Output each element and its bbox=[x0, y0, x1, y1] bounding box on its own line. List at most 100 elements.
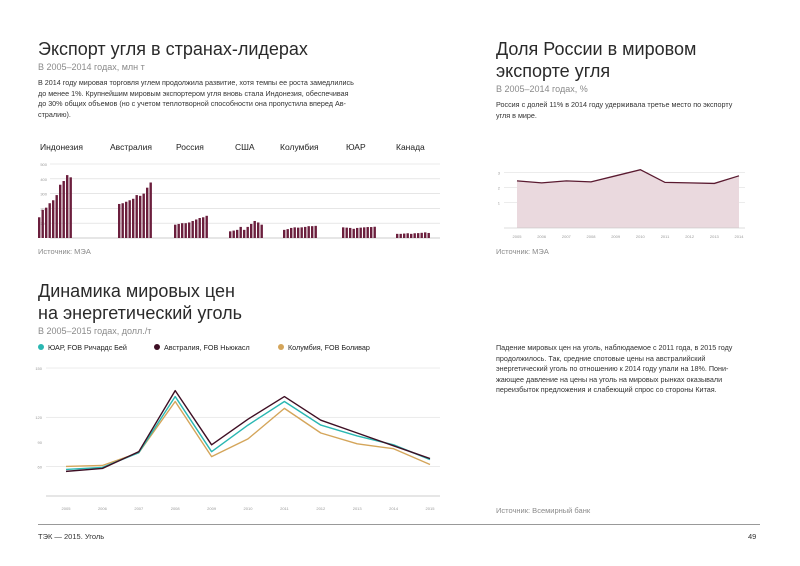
bar bbox=[342, 227, 345, 238]
russia-share-title-line1: Доля России в мировом bbox=[496, 39, 697, 59]
export-section: Экспорт угля в странах-лидерах В 2005–20… bbox=[38, 38, 443, 120]
x-tick-label: 2008 bbox=[587, 234, 597, 239]
bar bbox=[128, 200, 131, 238]
country-label: Австралия bbox=[110, 142, 152, 152]
y-tick-label: 500 bbox=[40, 162, 47, 167]
bar bbox=[345, 227, 348, 238]
y-tick-label: 200 bbox=[40, 206, 47, 211]
bar bbox=[349, 227, 352, 238]
bar bbox=[38, 217, 41, 238]
export-paragraph-line: до 30% общих объемов (но с учетом теплот… bbox=[38, 99, 346, 108]
bar bbox=[356, 227, 359, 238]
y-tick-label: 2 bbox=[498, 185, 501, 190]
bar bbox=[257, 222, 260, 238]
bar bbox=[370, 227, 373, 238]
series-line bbox=[65, 400, 431, 468]
y-tick-label: 300 bbox=[40, 192, 47, 197]
export-bar-chart: 100 200 300 400 500 bbox=[38, 162, 440, 239]
bar bbox=[118, 203, 121, 238]
y-tick-label: 100 bbox=[40, 221, 47, 226]
bar bbox=[243, 229, 246, 238]
prices-subtitle: В 2005–2015 годах, долл./т bbox=[38, 326, 152, 336]
bar bbox=[427, 232, 430, 238]
russia-share-section: Доля России в мировом экспорте угля В 20… bbox=[496, 38, 776, 121]
prices-paragraph-line: продолжилось. Так, средние спотовые цены… bbox=[496, 353, 706, 363]
bar bbox=[205, 215, 208, 238]
russia-share-area-chart: 1 2 3 2005 2006 2007 2008 2009 2010 2011 2012 2013 2… bbox=[498, 169, 745, 239]
bar bbox=[250, 223, 253, 238]
prices-line-chart: 150 120 90 60 2005 2006 2007 2008 2009 2010 2011 20… bbox=[35, 366, 440, 511]
page-number: 49 bbox=[748, 532, 757, 541]
y-tick-label: 150 bbox=[35, 366, 42, 371]
bar bbox=[149, 182, 152, 238]
x-tick-label: 2011 bbox=[280, 506, 289, 511]
y-tick-label: 90 bbox=[38, 440, 43, 445]
x-tick-label: 2012 bbox=[685, 234, 695, 239]
bar bbox=[229, 231, 232, 238]
y-tick-label: 120 bbox=[35, 415, 42, 420]
bar bbox=[48, 203, 51, 238]
russia-share-paragraph-line: угля в мире. bbox=[496, 110, 537, 120]
series-line bbox=[516, 169, 740, 185]
bar bbox=[62, 181, 65, 238]
bar bbox=[424, 232, 427, 238]
russia-share-subtitle: В 2005–2014 годах, % bbox=[496, 84, 588, 94]
country-label: ЮАР bbox=[346, 142, 366, 152]
footer-divider bbox=[38, 524, 760, 525]
country-label: Канада bbox=[396, 142, 425, 152]
bar bbox=[121, 203, 124, 238]
x-tick-label: 2010 bbox=[636, 234, 646, 239]
prices-paragraph-line: переизбыток предложения и слабеющий спро… bbox=[496, 385, 717, 394]
legend-marker bbox=[154, 344, 160, 351]
x-tick-label: 2006 bbox=[537, 234, 547, 239]
y-tick-label: 400 bbox=[40, 177, 47, 182]
prices-paragraph: Падение мировых цен на уголь, наблюдаемо… bbox=[496, 343, 776, 396]
country-label: США bbox=[235, 142, 255, 152]
russia-share-paragraph-line: Россия с долей 11% в 2014 году удерживал… bbox=[496, 100, 733, 109]
x-tick-label: 2014 bbox=[389, 506, 399, 511]
bar bbox=[283, 229, 286, 238]
bar bbox=[41, 209, 44, 238]
x-tick-label: 2005 bbox=[62, 506, 72, 511]
prices-title-line1: Динамика мировых цен bbox=[38, 281, 235, 301]
legend-item-south-africa: ЮАР, FOB Ричардс Бей bbox=[38, 343, 127, 352]
y-tick-label: 60 bbox=[38, 464, 43, 469]
bar bbox=[363, 227, 366, 238]
bar bbox=[177, 223, 180, 238]
legend-item-colombia: Колумбия, FOB Боливар bbox=[278, 343, 370, 352]
bar bbox=[55, 195, 58, 238]
bar bbox=[125, 201, 128, 238]
bar bbox=[290, 227, 293, 238]
export-paragraph: В 2014 году мировая торговля углем продо… bbox=[38, 78, 443, 120]
bar bbox=[307, 226, 310, 238]
bar bbox=[195, 219, 198, 238]
bar bbox=[396, 233, 399, 238]
x-tick-label: 2012 bbox=[316, 506, 326, 511]
bar bbox=[403, 233, 406, 238]
bar bbox=[314, 225, 317, 238]
legend-marker bbox=[38, 344, 44, 351]
bar bbox=[293, 227, 296, 238]
bar bbox=[253, 220, 256, 238]
bar bbox=[417, 233, 420, 238]
bar bbox=[373, 226, 376, 238]
legend-item-australia: Австралия, FOB Ньюкасл bbox=[154, 343, 250, 352]
bar bbox=[300, 227, 303, 238]
bar bbox=[246, 226, 249, 238]
bar bbox=[406, 233, 409, 238]
x-tick-label: 2011 bbox=[661, 234, 670, 239]
x-tick-label: 2007 bbox=[134, 506, 144, 511]
export-source: Источник: МЭА bbox=[38, 247, 91, 256]
prices-paragraph-line: жающее давление на цены на уголь на миро… bbox=[496, 374, 723, 384]
bar bbox=[181, 223, 184, 238]
x-tick-label: 2009 bbox=[611, 234, 621, 239]
country-label: Россия bbox=[176, 142, 204, 152]
bar bbox=[184, 223, 187, 238]
bar bbox=[66, 175, 69, 238]
export-paragraph-line: В 2014 году мировая торговля углем продо… bbox=[38, 78, 354, 87]
russia-share-source: Источник: МЭА bbox=[496, 247, 549, 256]
bar bbox=[198, 218, 201, 238]
bar bbox=[399, 233, 402, 238]
footer-left-text: ТЭК — 2015. Уголь bbox=[38, 532, 105, 541]
prices-source: Источник: Всемирный банк bbox=[496, 506, 591, 515]
